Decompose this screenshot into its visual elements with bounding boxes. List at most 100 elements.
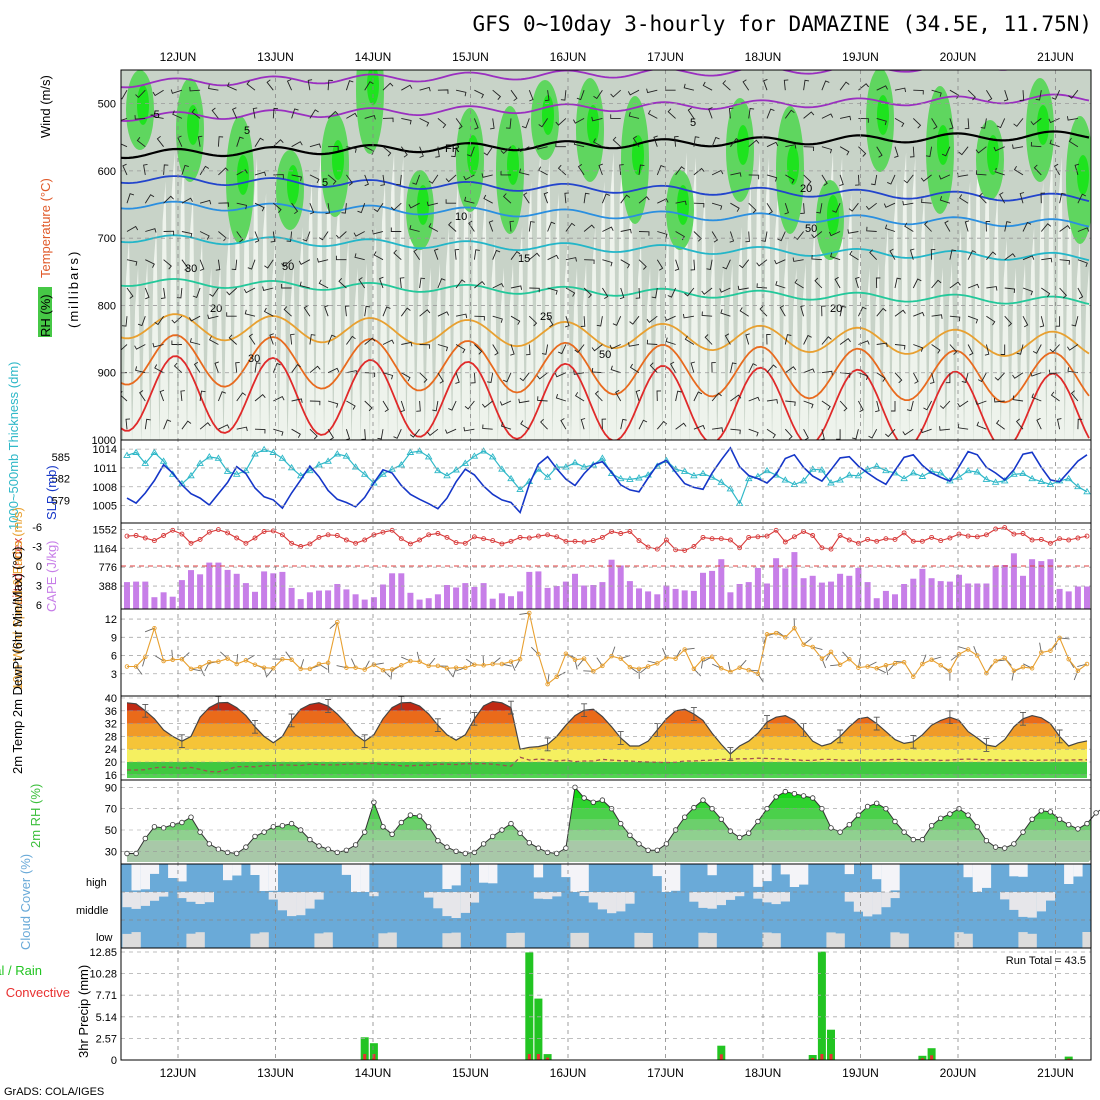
wind-10m-point [911, 674, 916, 680]
wind-barb [594, 390, 603, 402]
thickness-point [982, 475, 991, 482]
rh-point [992, 844, 999, 850]
wind-10m-point [325, 660, 331, 666]
temp-minmax-bar [837, 729, 844, 744]
wind-barb [136, 137, 146, 148]
wind-barb [667, 287, 677, 298]
wind-barb [1019, 90, 1025, 101]
lower-panels [121, 440, 1100, 1060]
wind-10m-point [152, 625, 157, 631]
cape-bar [380, 584, 386, 609]
rh-dry-streak [918, 193, 928, 440]
wind-barb [291, 428, 301, 438]
lifted-index-point [398, 536, 404, 542]
cape-bar [992, 566, 999, 609]
cape-bar [910, 578, 917, 609]
wind-barb [811, 254, 822, 261]
cloud-high-gap [149, 864, 160, 874]
wind-barb [145, 259, 155, 268]
wind-barb [199, 165, 210, 176]
rh-point [1011, 841, 1017, 847]
rh-point [535, 845, 542, 851]
thickness-point [918, 472, 927, 479]
rh-saturated-core [417, 185, 429, 225]
wind-barb [986, 315, 996, 326]
wind-barb [505, 118, 512, 129]
wind-barb [270, 231, 276, 243]
wind-barb [152, 342, 164, 348]
thickness-point [406, 448, 415, 455]
rh-point [389, 831, 395, 837]
wind-barb [1019, 192, 1025, 204]
wind-barb [492, 249, 501, 260]
wind-barb [125, 418, 131, 430]
cloud-row-middle: middle [76, 905, 108, 917]
wind-barb [629, 315, 640, 325]
wind-barb [500, 170, 511, 176]
rh-point [407, 812, 414, 818]
thickness-point [662, 456, 671, 463]
wind-barb [894, 87, 907, 93]
date-label-bottom: 14JUN [355, 1066, 392, 1080]
wind-barb [929, 372, 935, 384]
cape-bar [901, 584, 908, 609]
wind-barb [739, 307, 749, 317]
thickness-point [827, 479, 835, 486]
cape-bar [572, 573, 578, 609]
wind-barb [675, 422, 687, 430]
wind-barb [638, 259, 647, 270]
cloud-middle-gap [186, 892, 196, 902]
wind-barb [564, 192, 569, 204]
rh-point [426, 824, 432, 830]
slp-tick: 1008 [93, 482, 117, 494]
wind-barb [540, 418, 548, 430]
rh-point [663, 841, 670, 847]
lifted-index-point [956, 531, 962, 537]
wind-barb [266, 79, 274, 91]
wind-barb [273, 202, 282, 213]
lifted-index-point [1057, 536, 1063, 542]
wind-barb [382, 117, 394, 123]
cloud-low-gap [122, 933, 132, 948]
wind-barb [291, 174, 302, 181]
cloud-middle-gap [1036, 892, 1046, 912]
cape-bar [928, 578, 935, 609]
wind-barb [547, 315, 554, 328]
rh-point [343, 847, 350, 853]
cape-bar [224, 569, 231, 609]
wind-barb [693, 202, 705, 208]
wind-barb [346, 146, 357, 153]
wind-barb [1070, 390, 1079, 402]
cloud-low-gap [387, 932, 397, 948]
rh-point [764, 806, 770, 812]
thickness-point [479, 447, 488, 454]
wind-10m-point [408, 658, 413, 664]
cloud-middle-gap [140, 892, 150, 906]
wind-barb [957, 423, 969, 430]
cape-bar [1056, 588, 1063, 609]
ylabel-lifted-index: Lifted Index [10, 537, 25, 605]
cape-bar [398, 573, 405, 609]
cloud-high-gap [872, 864, 882, 880]
wind-barb [766, 202, 773, 215]
legend-total-rain: Total / Rain [0, 963, 42, 978]
wind-barb [346, 335, 356, 345]
slp-tick: 1011 [93, 463, 117, 475]
wind-barb [728, 107, 734, 119]
cape-bar [133, 581, 140, 609]
wind-barb [181, 164, 189, 176]
thickness-point [315, 461, 323, 468]
cape-bar [974, 583, 981, 609]
rh-point [188, 814, 194, 820]
rh-point [800, 793, 807, 799]
cape-bar [480, 583, 487, 609]
wind-barb [993, 397, 1005, 403]
wind-barb [964, 220, 970, 232]
date-axis-top: 12JUN 13JUN 14JUN 15JUN 16JUN 17JUN 18JUN 19JUN… [160, 50, 1074, 64]
lifted-index-tick: 3 [36, 581, 42, 593]
wind-barb [1036, 417, 1042, 430]
wind-barb [855, 174, 860, 186]
wind-barb [428, 174, 439, 184]
rh-dry-streak [909, 157, 919, 440]
contour-label: 15 [518, 253, 530, 265]
